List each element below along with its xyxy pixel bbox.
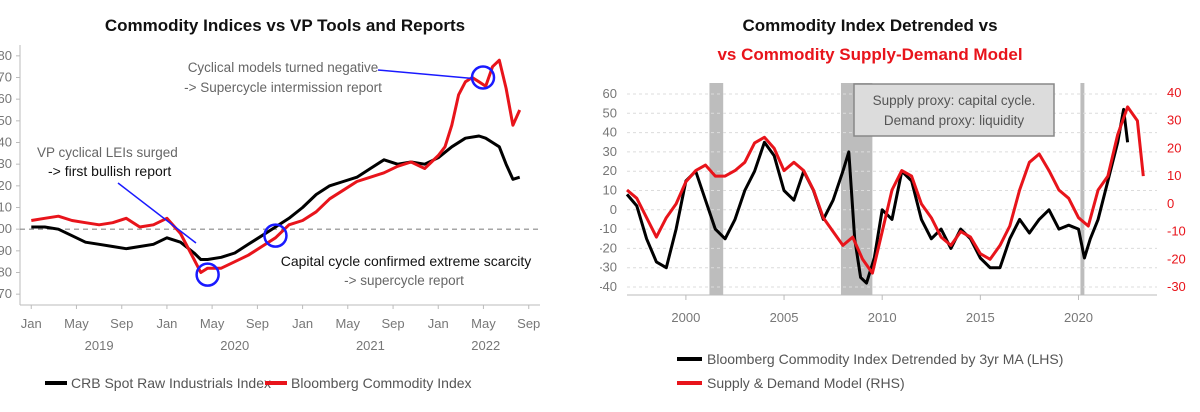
annotation-sublabel: -> first bullish report	[48, 163, 171, 179]
left-x-tick-label: May	[471, 316, 496, 331]
right-chart-right-tick-label: 20	[1167, 140, 1181, 155]
proxy-annotation-line2: Demand proxy: liquidity	[884, 113, 1025, 128]
proxy-annotation-line1: Supply proxy: capital cycle.	[873, 93, 1036, 108]
legend-label: Supply & Demand Model (RHS)	[707, 375, 905, 391]
right-x-tick-label: 2015	[966, 310, 995, 325]
right-chart-left-tick-label: -10	[600, 221, 617, 236]
right-chart-title: Commodity Index Detrended vs	[742, 16, 998, 35]
right-chart-left-tick-label: 30	[603, 144, 617, 159]
proxy-annotation-box	[853, 83, 1055, 137]
right-chart-left-tick-label: 40	[603, 125, 617, 140]
left-y-tick-label: 80	[0, 265, 12, 280]
right-chart: 6050403020100-10-20-30-40403020100-10-20…	[600, 83, 1186, 391]
right-x-tick-label: 2000	[671, 310, 700, 325]
marker-circle-intermission	[470, 65, 496, 90]
right-chart-left-tick-label: -30	[600, 260, 617, 275]
left-x-tick-label: Sep	[517, 316, 540, 331]
right-chart-right-tick-label: -10	[1167, 224, 1186, 239]
left-x-tick-label: Jan	[428, 316, 449, 331]
supply-demand-model-line	[626, 105, 1145, 275]
left-year-label: 2022	[471, 338, 500, 353]
annotation-label: VP cyclical LEIs surged	[37, 145, 178, 160]
right-chart-left-tick-label: 20	[603, 163, 617, 178]
right-chart-right-tick-label: 40	[1167, 85, 1181, 100]
left-y-tick-label: 180	[0, 48, 12, 63]
right-chart-right-tick-label: -20	[1167, 251, 1186, 266]
left-x-tick-label: Jan	[292, 316, 313, 331]
left-y-tick-label: 130	[0, 156, 12, 171]
left-year-label: 2020	[220, 338, 249, 353]
marker-pointer	[377, 69, 474, 80]
left-x-tick-label: Sep	[246, 316, 269, 331]
left-year-label: 2021	[356, 338, 385, 353]
right-chart-left-tick-label: 50	[603, 105, 617, 120]
right-chart-right-tick-label: -30	[1167, 279, 1186, 294]
detrended-index-line	[625, 107, 1130, 285]
right-chart-right-tick-label: 0	[1167, 196, 1174, 211]
right-chart-left-tick-label: 60	[603, 86, 617, 101]
annotation-sublabel: -> Supercycle intermission report	[184, 80, 382, 95]
legend-label: Bloomberg Commodity Index	[291, 375, 472, 391]
right-x-tick-label: 2005	[770, 310, 799, 325]
marker-pointer	[117, 182, 197, 244]
marker-circle-first-bullish	[195, 262, 220, 287]
left-x-tick-label: May	[200, 316, 225, 331]
left-x-tick-label: Jan	[21, 316, 42, 331]
legend-label: Bloomberg Commodity Index Detrended by 3…	[707, 351, 1063, 367]
shaded-period	[1080, 83, 1085, 295]
shaded-period	[709, 83, 724, 295]
right-x-tick-label: 2020	[1064, 310, 1093, 325]
legend-label: CRB Spot Raw Industrials Index	[71, 375, 271, 391]
right-chart-subtitle: vs Commodity Supply-Demand Model	[717, 45, 1023, 64]
left-x-tick-label: May	[335, 316, 360, 331]
left-x-tick-label: Jan	[156, 316, 177, 331]
right-chart-left-tick-label: -40	[600, 279, 617, 294]
left-y-tick-label: 90	[0, 243, 12, 258]
left-x-tick-label: May	[64, 316, 89, 331]
right-x-tick-label: 2010	[868, 310, 897, 325]
right-chart-right-tick-label: 30	[1167, 113, 1181, 128]
annotation-label: Cyclical models turned negative	[188, 60, 379, 75]
left-year-label: 2019	[85, 338, 114, 353]
left-y-tick-label: 170	[0, 70, 12, 85]
annotation-sublabel: -> supercycle report	[344, 273, 464, 288]
annotation-label: Capital cycle confirmed extreme scarcity	[281, 253, 532, 269]
left-y-tick-label: 120	[0, 178, 12, 193]
left-x-tick-label: Sep	[382, 316, 405, 331]
left-y-tick-label: 160	[0, 91, 12, 106]
right-chart-left-tick-label: 0	[610, 202, 617, 217]
left-chart: 180 170 160 150 140 130 120 110 100 90 80 70 Jan May S…	[0, 45, 540, 391]
left-y-tick-label: 150	[0, 113, 12, 128]
left-y-tick-label: 110	[0, 200, 12, 215]
crb-series-line	[31, 134, 521, 261]
right-chart-right-tick-label: 10	[1167, 168, 1181, 183]
left-y-tick-label: 70	[0, 286, 12, 301]
marker-circle-supercycle	[263, 223, 288, 248]
left-y-tick-label: 140	[0, 135, 12, 150]
right-chart-left-tick-label: -20	[600, 240, 617, 255]
left-x-tick-label: Sep	[110, 316, 133, 331]
left-chart-title: Commodity Indices vs VP Tools and Report…	[104, 16, 466, 35]
left-y-tick-label: 100	[0, 221, 12, 236]
right-chart-left-tick-label: 10	[603, 183, 617, 198]
